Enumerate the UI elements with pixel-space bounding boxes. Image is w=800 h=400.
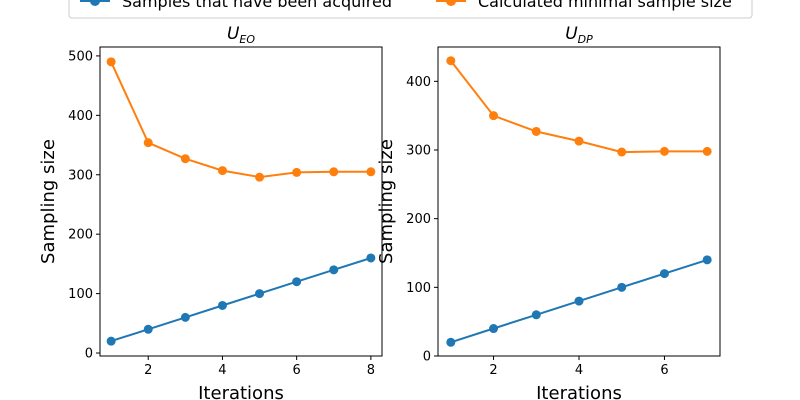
y-axis-label: Sampling size xyxy=(38,139,59,264)
data-point xyxy=(446,337,456,347)
y-tick-label: 300 xyxy=(68,168,93,183)
chart-panels: 2 4 6 8 0 100 200 300 400 500 Iterations Sampling s… xyxy=(38,24,721,400)
legend-entry-label: Samples that have been acquired xyxy=(122,0,392,11)
data-point xyxy=(366,167,376,177)
panel-title-main: U xyxy=(565,24,578,44)
data-point xyxy=(446,56,456,66)
y-tick-label: 200 xyxy=(406,212,431,227)
series-1 xyxy=(446,255,712,347)
panel-title: UDP xyxy=(565,24,593,46)
series-line xyxy=(110,257,372,343)
legend: Samples that have been acquired Calculate… xyxy=(68,0,753,19)
panel-title-subscript: EO xyxy=(239,33,255,46)
data-point xyxy=(143,138,153,148)
data-point xyxy=(106,336,116,346)
y-tick-label: 0 xyxy=(85,347,93,362)
y-tick-label: 400 xyxy=(406,75,431,90)
y-tick-label: 0 xyxy=(423,350,431,365)
legend-entry-label: Calculated minimal sample size xyxy=(478,0,732,11)
data-point xyxy=(143,324,153,334)
panel-title-main: U xyxy=(227,24,240,44)
x-tick-label: 6 xyxy=(293,363,301,378)
y-tick-label: 400 xyxy=(68,109,93,124)
y-tick-label: 300 xyxy=(406,144,431,159)
legend-marker xyxy=(90,0,100,6)
legend-frame xyxy=(68,0,753,19)
y-tick-label: 500 xyxy=(68,49,93,64)
series-line xyxy=(110,61,371,179)
panel-title-subscript: DP xyxy=(578,33,593,46)
data-point xyxy=(106,57,116,67)
y-tick-label: 200 xyxy=(68,228,93,243)
data-point xyxy=(329,167,339,177)
y-tick-label: 100 xyxy=(68,287,93,302)
data-point xyxy=(617,147,627,157)
x-tick-label: 2 xyxy=(489,363,497,378)
data-point xyxy=(489,111,499,121)
data-point xyxy=(255,289,265,299)
x-axis-label: Iterations xyxy=(536,383,622,400)
x-tick-label: 4 xyxy=(575,363,583,378)
data-point xyxy=(617,282,627,292)
data-point xyxy=(180,312,190,322)
series-2 xyxy=(106,57,376,182)
panel-title: UEO xyxy=(227,24,255,46)
chart-panel-2: 2 4 6 0 100 200 300 400 Iterations Sampling size U… xyxy=(376,24,721,400)
x-tick-label: 6 xyxy=(660,363,668,378)
x-tick-label: 4 xyxy=(218,363,226,378)
data-point xyxy=(531,126,541,136)
legend-marker xyxy=(446,0,456,6)
data-point xyxy=(659,269,669,279)
data-point xyxy=(489,324,499,334)
data-point xyxy=(702,146,712,156)
chart-panel-1: 2 4 6 8 0 100 200 300 400 500 Iterations Sampling s… xyxy=(38,24,383,400)
series-2 xyxy=(446,56,712,157)
x-tick-label: 2 xyxy=(144,363,152,378)
y-tick-label: 100 xyxy=(406,281,431,296)
data-point xyxy=(702,255,712,265)
data-point xyxy=(329,265,339,275)
data-point xyxy=(292,277,302,287)
x-axis-label: Iterations xyxy=(198,383,284,400)
y-axis-label: Sampling size xyxy=(376,139,397,264)
data-point xyxy=(217,166,227,176)
data-point xyxy=(574,296,584,306)
x-tick-label: 8 xyxy=(367,363,375,378)
data-point xyxy=(574,136,584,146)
plot-area xyxy=(99,46,383,357)
data-point xyxy=(217,300,227,310)
data-point xyxy=(531,310,541,320)
data-point xyxy=(292,167,302,177)
data-point xyxy=(366,253,376,263)
plot-area xyxy=(437,46,721,357)
series-1 xyxy=(106,253,376,346)
data-point xyxy=(659,146,669,156)
data-point xyxy=(180,154,190,164)
data-point xyxy=(255,172,265,182)
